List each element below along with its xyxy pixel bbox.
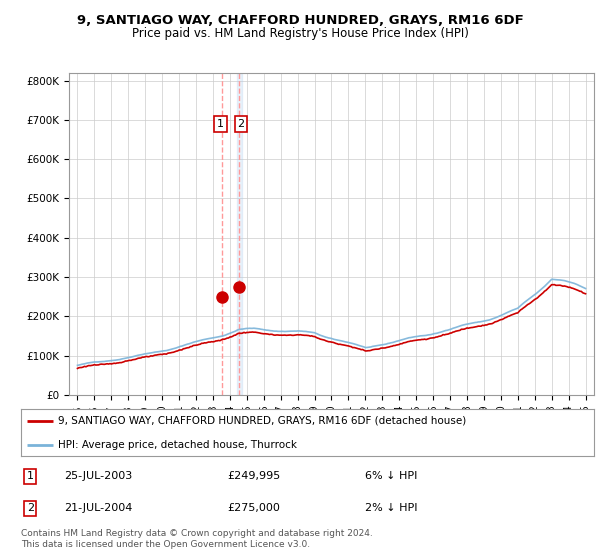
Text: 6% ↓ HPI: 6% ↓ HPI <box>365 471 417 481</box>
Text: 9, SANTIAGO WAY, CHAFFORD HUNDRED, GRAYS, RM16 6DF: 9, SANTIAGO WAY, CHAFFORD HUNDRED, GRAYS… <box>77 14 523 27</box>
Text: 25-JUL-2003: 25-JUL-2003 <box>64 471 132 481</box>
Text: 2: 2 <box>27 503 34 514</box>
Text: £275,000: £275,000 <box>227 503 280 514</box>
Text: HPI: Average price, detached house, Thurrock: HPI: Average price, detached house, Thur… <box>58 440 297 450</box>
Text: Contains HM Land Registry data © Crown copyright and database right 2024.
This d: Contains HM Land Registry data © Crown c… <box>21 529 373 549</box>
Text: 1: 1 <box>217 119 224 129</box>
Bar <box>236 73 242 395</box>
Text: 1: 1 <box>27 471 34 481</box>
Text: 2: 2 <box>238 119 244 129</box>
Text: 9, SANTIAGO WAY, CHAFFORD HUNDRED, GRAYS, RM16 6DF (detached house): 9, SANTIAGO WAY, CHAFFORD HUNDRED, GRAYS… <box>58 416 466 426</box>
Text: 2% ↓ HPI: 2% ↓ HPI <box>365 503 418 514</box>
Text: £249,995: £249,995 <box>227 471 281 481</box>
Text: Price paid vs. HM Land Registry's House Price Index (HPI): Price paid vs. HM Land Registry's House … <box>131 27 469 40</box>
Text: 21-JUL-2004: 21-JUL-2004 <box>64 503 133 514</box>
